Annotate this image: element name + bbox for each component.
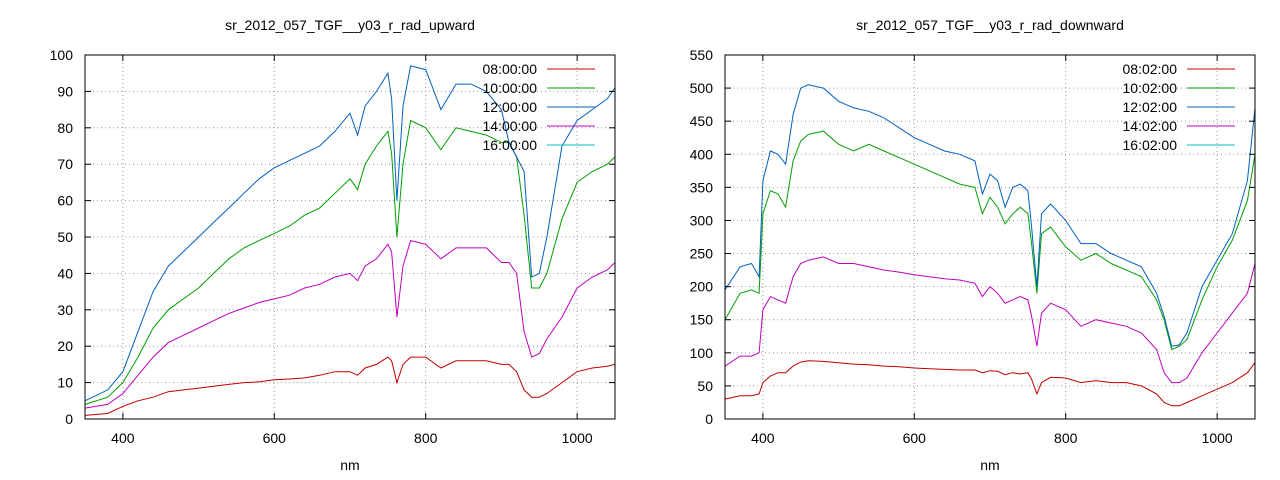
y-tick-label: 100: [690, 345, 714, 361]
y-tick-label: 50: [57, 229, 73, 245]
series-line-4: [85, 240, 615, 409]
legend-label: 14:02:00: [1123, 118, 1178, 134]
y-tick-label: 50: [697, 378, 713, 394]
legend-label: 16:02:00: [1123, 137, 1178, 153]
y-tick-label: 200: [690, 279, 714, 295]
x-tick-label: 600: [903, 430, 927, 446]
y-tick-label: 80: [57, 120, 73, 136]
series-line-3: [85, 65, 615, 402]
x-tick-label: 1000: [1202, 430, 1233, 446]
y-tick-label: 550: [690, 47, 714, 63]
legend-label: 12:02:00: [1123, 99, 1178, 115]
x-axis-label: nm: [980, 457, 999, 473]
legend-label: 08:00:00: [483, 61, 538, 77]
series-line-1: [85, 356, 615, 416]
legend-label: 14:00:00: [483, 118, 538, 134]
legend-label: 16:00:00: [483, 137, 538, 153]
series-line-3: [725, 84, 1255, 347]
y-tick-label: 450: [690, 113, 714, 129]
legend-label: 12:00:00: [483, 99, 538, 115]
series-line-2: [725, 130, 1255, 351]
x-tick-label: 400: [751, 430, 775, 446]
y-tick-label: 500: [690, 80, 714, 96]
legend-label: 10:02:00: [1123, 80, 1178, 96]
y-tick-label: 0: [705, 411, 713, 427]
y-tick-label: 60: [57, 193, 73, 209]
y-tick-label: 70: [57, 156, 73, 172]
y-tick-label: 90: [57, 83, 73, 99]
y-tick-label: 350: [690, 179, 714, 195]
y-tick-label: 400: [690, 146, 714, 162]
chart-panel-1: 400 600 800 1000 0 10 20 30 40 50 60 70 80 90 100 sr_20…: [50, 17, 616, 473]
plot-frame: [724, 54, 1256, 420]
legend-label: 10:00:00: [483, 80, 538, 96]
x-tick-label: 1000: [562, 430, 593, 446]
chart-title: sr_2012_057_TGF__y03_r_rad_downward: [856, 17, 1124, 33]
series-line-4: [725, 256, 1255, 384]
x-tick-label: 800: [414, 430, 438, 446]
y-tick-label: 300: [690, 212, 714, 228]
y-tick-label: 100: [50, 47, 74, 63]
y-tick-label: 30: [57, 302, 73, 318]
x-tick-label: 600: [263, 430, 287, 446]
x-axis-label: nm: [340, 457, 359, 473]
y-tick-label: 20: [57, 338, 73, 354]
chart-panel-2: 400 600 800 1000 0 50 100 150 200 250 300 350 400 450…: [690, 17, 1256, 473]
y-tick-label: 150: [690, 312, 714, 328]
chart-title: sr_2012_057_TGF__y03_r_rad_upward: [225, 17, 475, 33]
y-tick-label: 40: [57, 265, 73, 281]
legend-label: 08:02:00: [1123, 61, 1178, 77]
series-line-1: [725, 360, 1255, 407]
y-tick-label: 250: [690, 246, 714, 262]
series-line-2: [85, 119, 615, 405]
x-tick-label: 800: [1054, 430, 1078, 446]
x-tick-label: 400: [111, 430, 135, 446]
y-tick-label: 0: [65, 411, 73, 427]
y-tick-label: 10: [57, 375, 73, 391]
